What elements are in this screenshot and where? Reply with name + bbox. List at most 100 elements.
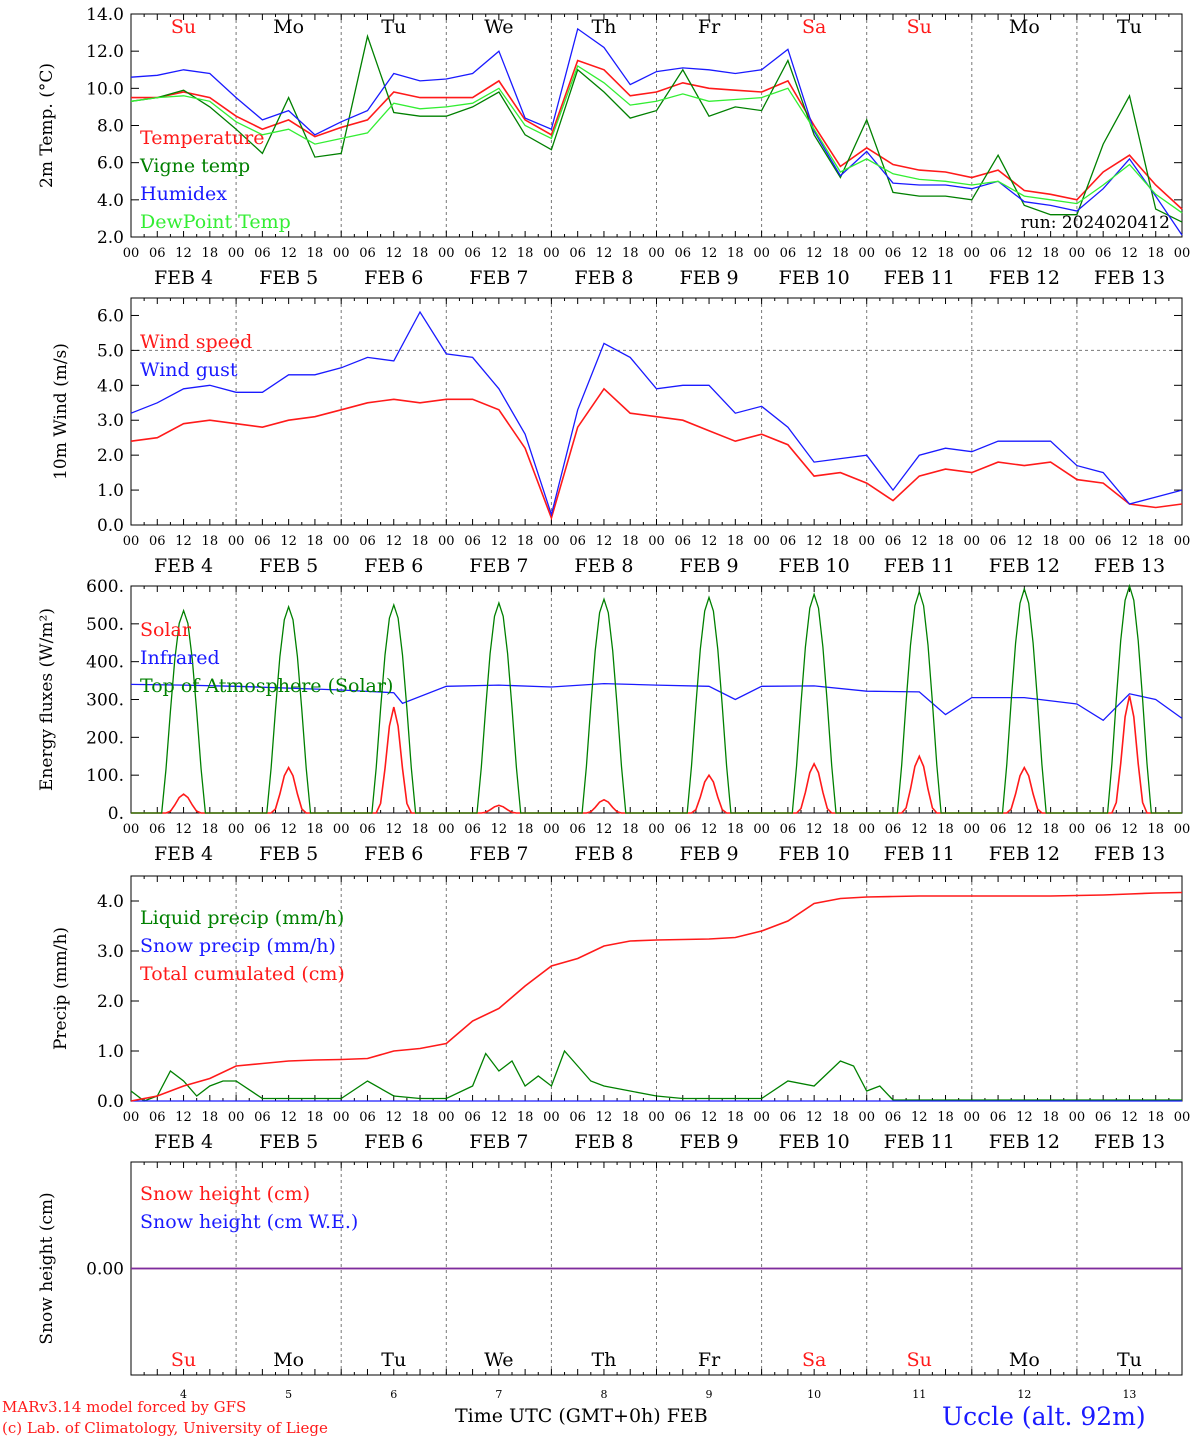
hour-tick-label: 00 [123,822,140,837]
hour-tick-label: 00 [753,246,770,261]
date-label: FEB 10 [779,1131,850,1153]
hour-tick-label: 12 [280,1110,297,1125]
series-line-infrared [130,682,1183,722]
hour-tick-label: 12 [1121,246,1138,261]
weekday-label: We [484,1349,513,1371]
hour-tick-label: 06 [569,246,586,261]
hour-tick-label: 06 [780,822,797,837]
date-label: FEB 8 [574,843,633,865]
hour-tick-label: 00 [438,822,455,837]
hour-tick-label: 00 [333,534,350,549]
date-label: FEB 10 [779,843,850,865]
hour-tick-label: 06 [464,822,481,837]
y-tick-label: 4.0 [97,376,124,396]
hour-tick-label: 06 [990,822,1007,837]
hour-tick-label: 18 [307,246,324,261]
hour-tick-label: 06 [1095,822,1112,837]
date-label: FEB 7 [469,843,528,865]
hour-tick-label: 06 [359,822,376,837]
hour-tick-label: 12 [280,822,297,837]
day-number-label: 8 [600,1388,607,1401]
y-tick-label: 2.0 [97,446,124,466]
hour-tick-label: 00 [543,1110,560,1125]
date-label: FEB 11 [884,555,955,577]
hour-tick-label: 00 [228,822,245,837]
hour-tick-label: 18 [832,246,849,261]
date-label: FEB 10 [779,267,850,289]
weekday-label: Mo [1009,16,1040,38]
hour-tick-label: 18 [412,534,429,549]
hour-tick-label: 06 [149,534,166,549]
hour-tick-label: 12 [1016,534,1033,549]
hour-tick-label: 18 [937,246,954,261]
y-tick-label: 2.0 [97,228,124,248]
date-label: FEB 4 [154,843,213,865]
hour-tick-label: 18 [517,534,534,549]
date-label: FEB 13 [1094,555,1165,577]
hour-tick-label: 18 [517,1110,534,1125]
hour-tick-label: 06 [1095,534,1112,549]
y-axis-label: Energy fluxes (W/m²) [37,608,57,791]
hour-tick-label: 00 [333,246,350,261]
legend-entry: Snow height (cm) [140,1183,310,1205]
y-tick-label: 6.0 [97,154,124,174]
hour-tick-label: 06 [464,1110,481,1125]
hour-tick-label: 12 [1016,246,1033,261]
date-label: FEB 13 [1094,1131,1165,1153]
y-tick-label: 0. [108,804,124,824]
date-label: FEB 6 [364,1131,423,1153]
hour-tick-label: 00 [123,246,140,261]
y-tick-label: 8.0 [97,117,124,137]
y-tick-label: 10.0 [86,79,124,99]
weekday-label: Tu [1117,16,1142,38]
hour-tick-label: 00 [228,246,245,261]
hour-tick-label: 00 [1069,1110,1086,1125]
hour-tick-label: 06 [885,534,902,549]
series-line-top-of-atmosphere-solar- [131,583,1182,814]
series-line-temperature [131,59,1183,210]
hour-tick-label: 12 [1016,1110,1033,1125]
hour-tick-label: 00 [964,1110,981,1125]
hour-tick-label: 12 [385,822,402,837]
date-label: FEB 9 [679,267,738,289]
hour-tick-label: 06 [569,1110,586,1125]
hour-tick-label: 12 [911,246,928,261]
hour-tick-label: 00 [858,534,875,549]
hour-tick-label: 00 [648,534,665,549]
series-line-wind-gust [130,310,1183,517]
series-line-vigne-temp [130,33,1183,223]
date-label: FEB 12 [989,555,1060,577]
hour-tick-label: 12 [701,822,718,837]
legend-entry: Snow precip (mm/h) [140,935,336,957]
date-label: FEB 4 [154,1131,213,1153]
legend-entry: Top of Atmosphere (Solar) [140,675,393,697]
day-number-label: 12 [1017,1388,1031,1401]
hour-tick-label: 00 [333,1110,350,1125]
hour-tick-label: 06 [1095,246,1112,261]
hour-tick-label: 12 [280,246,297,261]
legend-entry: Wind gust [140,359,238,381]
date-label: FEB 8 [574,1131,633,1153]
hour-tick-label: 00 [648,1110,665,1125]
series-line-liquid-precip-mm-h- [130,1049,1182,1102]
hour-tick-label: 18 [202,246,219,261]
hour-tick-label: 12 [175,246,192,261]
hour-tick-label: 06 [990,246,1007,261]
hour-tick-label: 18 [1042,822,1059,837]
hour-tick-label: 00 [123,534,140,549]
hour-tick-label: 18 [1042,1110,1059,1125]
hour-tick-label: 00 [123,1110,140,1125]
weekday-label: Fr [698,1349,721,1371]
day-number-label: 10 [807,1388,821,1401]
hour-tick-label: 18 [727,1110,744,1125]
date-label: FEB 12 [989,1131,1060,1153]
hour-tick-label: 18 [622,1110,639,1125]
hour-tick-label: 12 [385,534,402,549]
date-label: FEB 12 [989,267,1060,289]
hour-tick-label: 18 [307,534,324,549]
hour-tick-label: 00 [543,822,560,837]
series-line-dewpoint-temp [130,65,1183,214]
hour-tick-label: 06 [569,534,586,549]
weekday-label: Tu [381,1349,406,1371]
date-label: FEB 5 [259,843,318,865]
